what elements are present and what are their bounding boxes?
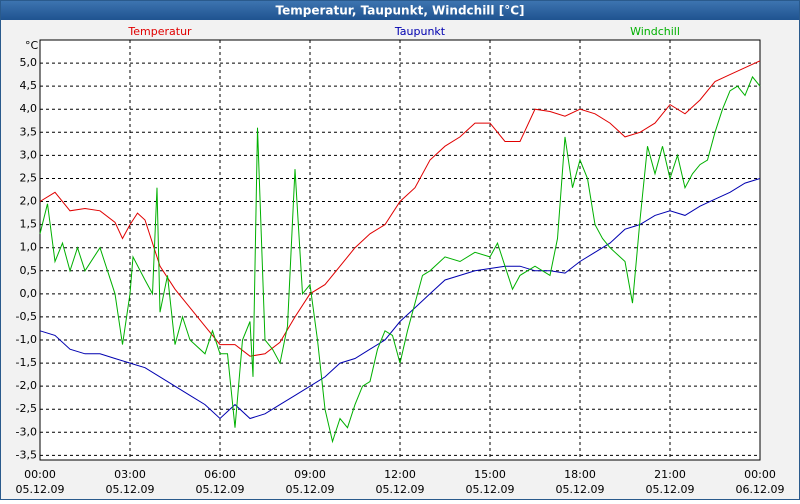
x-tick-date: 05.12.09 [646, 483, 695, 496]
x-tick-date: 05.12.09 [466, 483, 515, 496]
x-tick-date: 05.12.09 [376, 483, 425, 496]
y-tick-label: 1,5 [20, 218, 38, 231]
y-unit: °C [25, 39, 39, 52]
chart-title: Temperatur, Taupunkt, Windchill [°C] [276, 4, 525, 18]
x-tick-date: 05.12.09 [556, 483, 605, 496]
x-tick-date: 05.12.09 [196, 483, 245, 496]
x-tick-label: 06:00 [204, 468, 236, 481]
x-tick-label: 03:00 [114, 468, 146, 481]
x-tick-date: 05.12.09 [106, 483, 155, 496]
legend-entry: Windchill [630, 25, 680, 38]
y-tick-label: 2,5 [20, 171, 38, 184]
y-tick-label: 5,0 [20, 56, 38, 69]
y-tick-label: -1,0 [16, 333, 37, 346]
legend-entry: Taupunkt [394, 25, 446, 38]
x-tick-label: 00:00 [24, 468, 56, 481]
plot-frame [39, 39, 761, 461]
title-bar [1, 1, 799, 20]
x-tick-label: 18:00 [564, 468, 596, 481]
y-tick-label: -3,5 [16, 448, 37, 461]
y-tick-label: 4,5 [20, 79, 38, 92]
y-tick-label: 3,0 [20, 148, 38, 161]
y-tick-label: -2,0 [16, 379, 37, 392]
y-tick-label: -0,5 [16, 310, 37, 323]
y-tick-label: 3,5 [20, 125, 38, 138]
x-tick-label: 09:00 [294, 468, 326, 481]
y-tick-label: 0,0 [20, 287, 38, 300]
x-tick-date: 05.12.09 [286, 483, 335, 496]
series-line [39, 75, 761, 444]
y-tick-label: 0,5 [20, 264, 38, 277]
y-tick-label: 2,0 [20, 195, 38, 208]
x-tick-label: 12:00 [384, 468, 416, 481]
y-tick-label: 4,0 [20, 102, 38, 115]
series-line [39, 60, 761, 357]
y-tick-label: -2,5 [16, 402, 37, 415]
x-tick-label: 00:00 [744, 468, 776, 481]
x-tick-date: 06.12.09 [736, 483, 785, 496]
x-tick-date: 05.12.09 [16, 483, 65, 496]
y-tick-label: -1,5 [16, 356, 37, 369]
y-tick-label: 1,0 [20, 241, 38, 254]
x-tick-label: 15:00 [474, 468, 506, 481]
y-tick-label: -3,0 [16, 425, 37, 438]
legend-entry: Temperatur [127, 25, 192, 38]
x-tick-label: 21:00 [654, 468, 686, 481]
